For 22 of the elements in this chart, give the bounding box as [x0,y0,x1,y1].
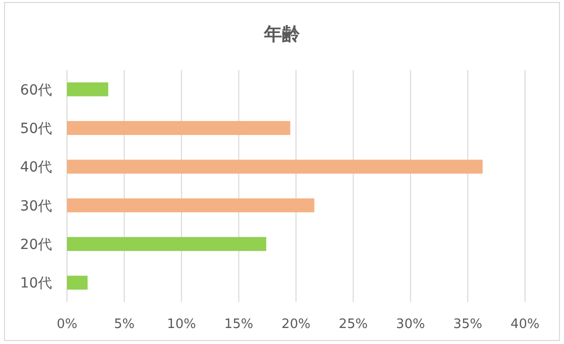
x-tick-label: 15% [224,317,254,332]
x-tick-label: 0% [56,317,78,332]
y-tick-label: 40代 [20,160,52,176]
y-tick-label: 10代 [20,276,52,292]
y-tick-label: 50代 [20,121,52,137]
bar [67,237,266,251]
x-tick-label: 30% [396,317,425,332]
x-tick-label: 10% [167,317,196,332]
y-tick-label: 60代 [20,82,52,98]
x-tick-label: 20% [282,317,310,332]
bar [67,121,290,135]
x-tick-label: 35% [453,317,482,332]
chart-title: 年齢 [263,24,301,45]
y-tick-label: 30代 [20,198,52,214]
x-tick-label: 5% [114,317,135,332]
bar [67,82,108,96]
x-tick-label: 40% [510,317,540,332]
x-tick-label: 25% [338,317,368,332]
bar [67,198,314,212]
bar [67,160,483,174]
bar [67,276,88,290]
y-tick-label: 20代 [20,237,52,253]
